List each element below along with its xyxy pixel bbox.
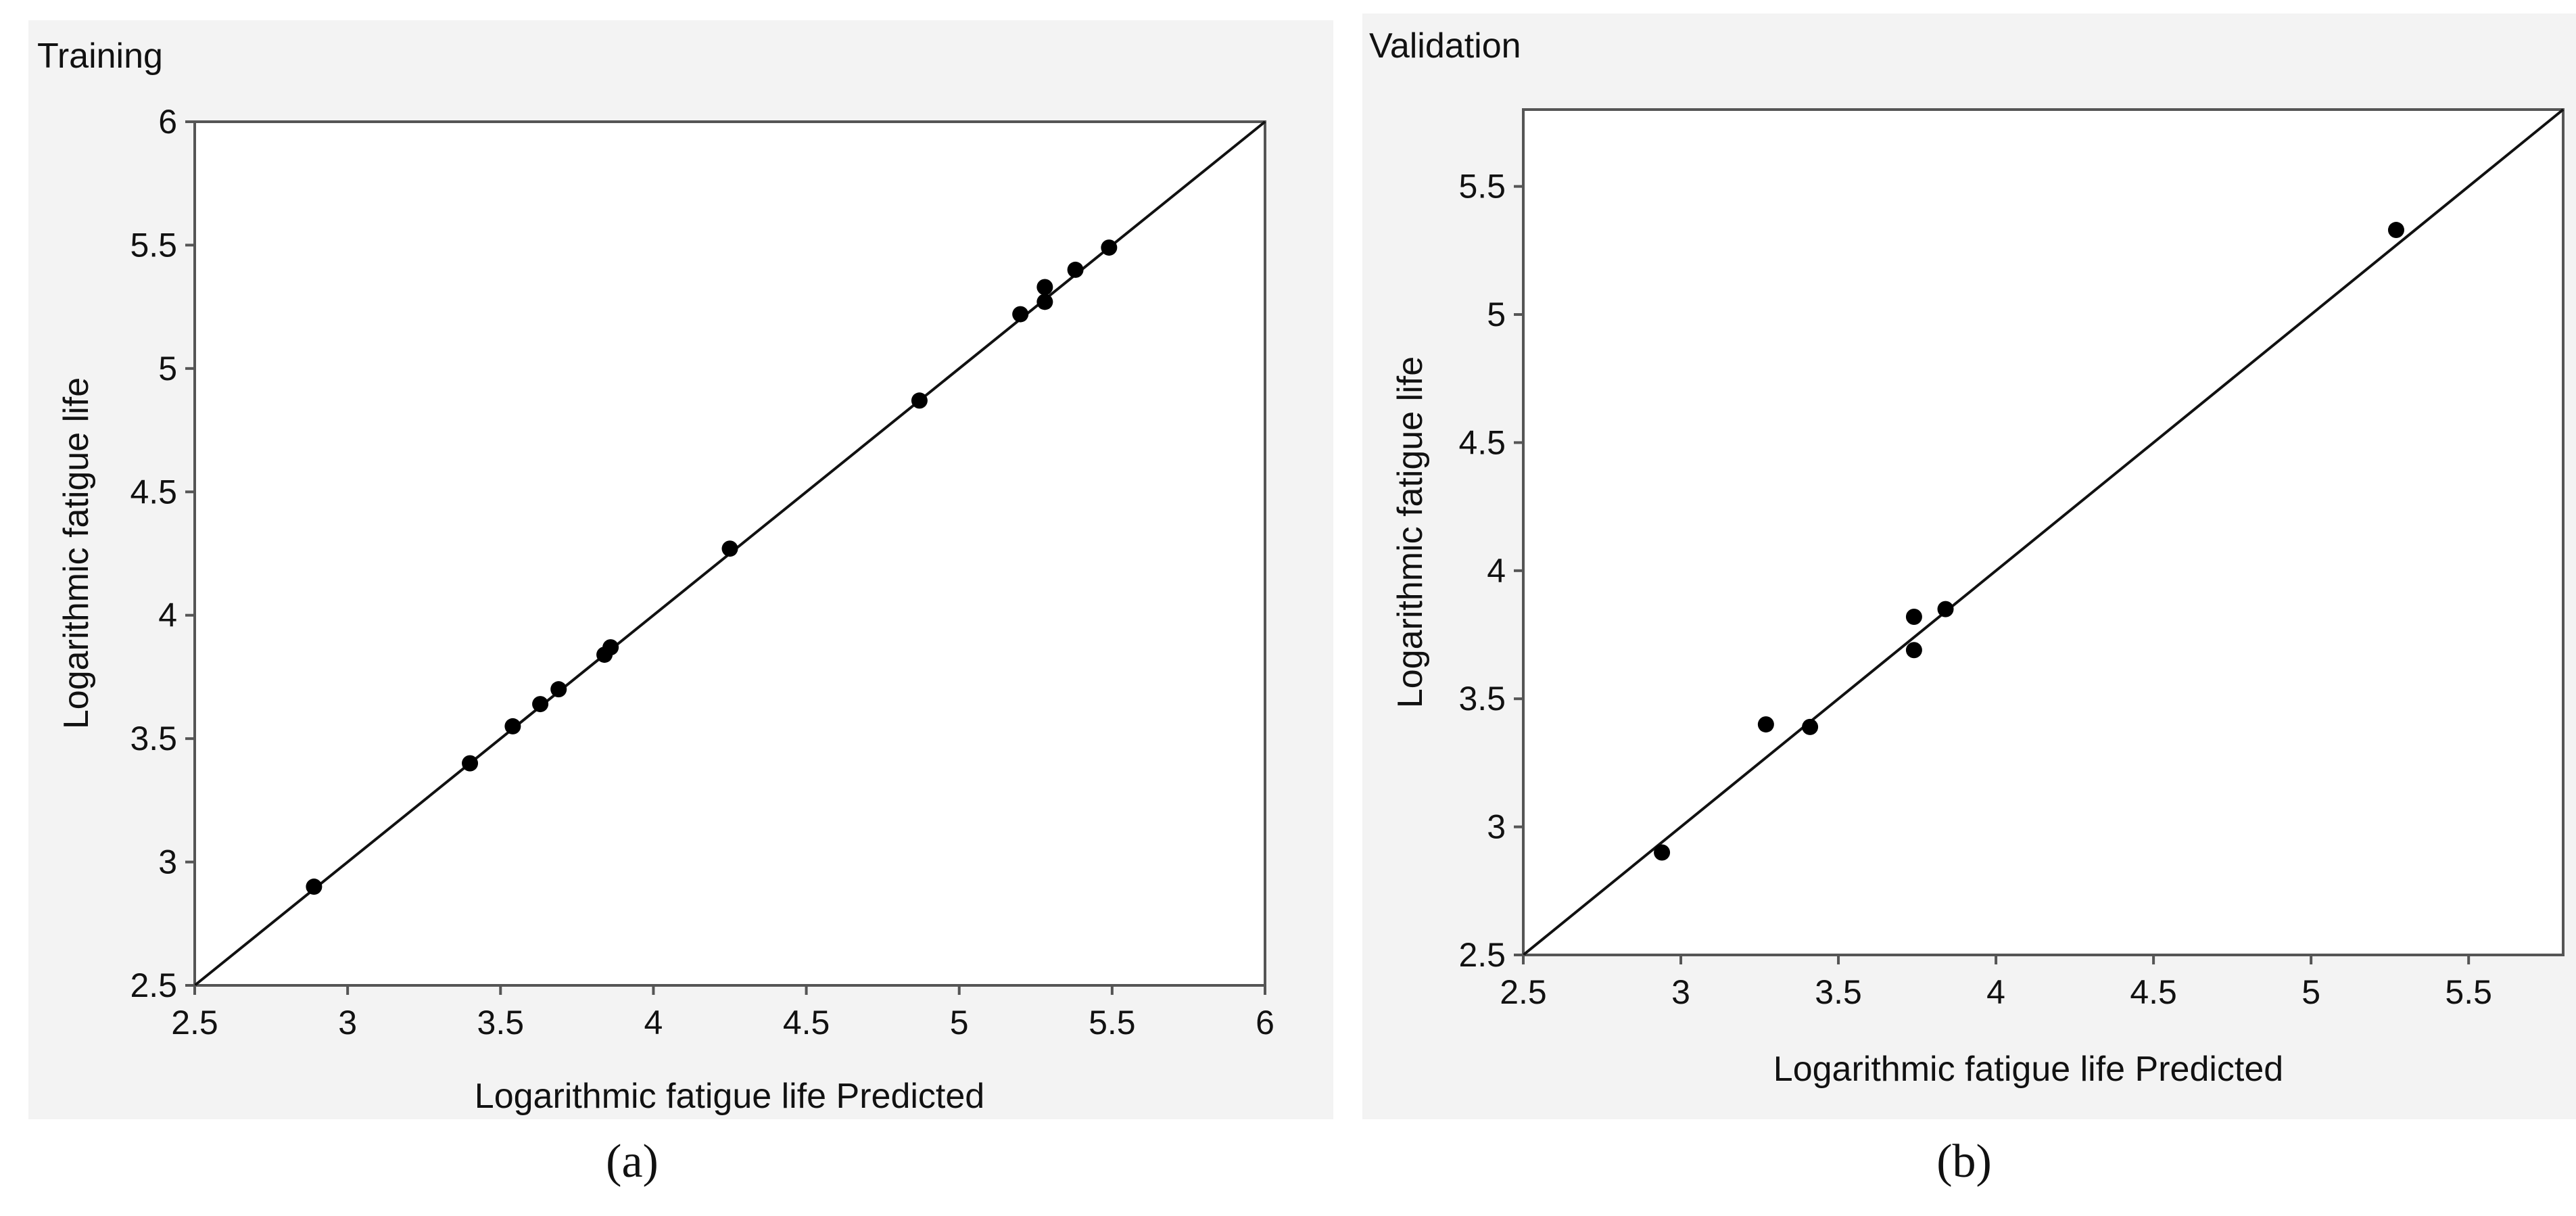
validation-data-point [1905,642,1922,659]
training-data-point [602,639,619,656]
validation-x-tick-label: 5 [2301,973,2320,1011]
training-axis-ticks: 2.5 3 3.5 4 4.5 5 5.5 6 2.5 3 3.5 4 4.5 5 5.5 6 [130,103,1274,1042]
training-y-tick-label: 2.5 [130,966,177,1004]
training-data-point [1101,239,1118,256]
validation-x-tick-label: 2.5 [1500,973,1547,1011]
validation-axis-ticks: 2.5 3 3.5 4 4.5 5 5.5 2.5 3 3.5 4 4.5 5 5.5 [1458,168,2491,1011]
validation-data-point [1937,601,1954,617]
training-data-point [462,755,479,772]
validation-panel-title: Validation [1369,26,1521,66]
training-data-point [504,718,521,734]
training-y-tick-label: 4 [158,597,177,634]
validation-y-tick-label: 3 [1487,808,1506,846]
validation-x-tick-label: 3.5 [1815,973,1862,1011]
training-x-tick-label: 4.5 [783,1004,830,1042]
training-y-tick-label: 3.5 [130,720,177,757]
validation-x-axis-title: Logarithmic fatigue life Predicted [1773,1050,2283,1089]
validation-panel: Validation 2.5 3 3.5 4 4.5 5 5.5 2.5 3 3.5 4 4.5 5 5.… [1362,14,2576,1188]
validation-data-point [1802,718,1819,735]
training-x-tick-label: 5 [950,1004,969,1042]
training-x-tick-label: 4 [644,1004,663,1042]
training-data-point [1067,261,1084,278]
validation-y-tick-label: 5 [1487,296,1506,333]
validation-y-tick-label: 4.5 [1458,423,1506,461]
training-data-point [1036,294,1053,310]
training-x-tick-label: 6 [1256,1004,1274,1042]
training-data-points [306,239,1118,895]
training-panel: Training 2.5 3 3.5 4 4.5 5 5.5 6 2.5 3 3.5 4 4.5 5 5.5… [28,20,1333,1188]
training-data-point [532,696,549,713]
validation-y-tick-label: 3.5 [1458,680,1506,718]
training-x-tick-label: 3.5 [477,1004,525,1042]
validation-data-points [1654,222,2404,861]
training-y-tick-label: 4.5 [130,473,177,511]
validation-reference-line [1522,108,2565,956]
training-data-point [1012,306,1029,323]
training-y-tick-label: 6 [158,103,177,141]
training-x-tick-label: 5.5 [1089,1004,1136,1042]
training-data-point [306,879,323,895]
validation-data-point [2387,222,2404,239]
training-x-axis-title: Logarithmic fatigue life Predicted [475,1077,984,1116]
validation-x-tick-label: 4 [1986,973,2005,1011]
training-y-tick-label: 5.5 [130,226,177,264]
training-data-point [550,681,567,698]
training-y-axis-title: Logarithmic fatigue life [57,377,96,729]
validation-data-point [1757,716,1774,733]
validation-data-point [1654,844,1671,861]
training-y-tick-label: 3 [158,843,177,881]
training-data-point [1036,279,1053,296]
training-panel-title: Training [37,37,163,76]
training-caption: (a) [606,1136,659,1188]
validation-y-tick-label: 5.5 [1458,168,1506,206]
validation-y-tick-label: 4 [1487,552,1506,590]
validation-x-tick-label: 3 [1671,973,1690,1011]
training-y-tick-label: 5 [158,350,177,388]
validation-y-tick-label: 2.5 [1458,936,1506,974]
validation-y-axis-title: Logarithmic fatigue life [1391,356,1430,708]
training-data-point [911,392,928,409]
training-data-point [721,540,738,557]
validation-x-tick-label: 5.5 [2445,973,2492,1011]
validation-data-point [1905,609,1922,625]
validation-caption: (b) [1936,1136,1992,1188]
training-x-tick-label: 3 [338,1004,357,1042]
validation-x-tick-label: 4.5 [2130,973,2177,1011]
training-x-tick-label: 2.5 [171,1004,218,1042]
